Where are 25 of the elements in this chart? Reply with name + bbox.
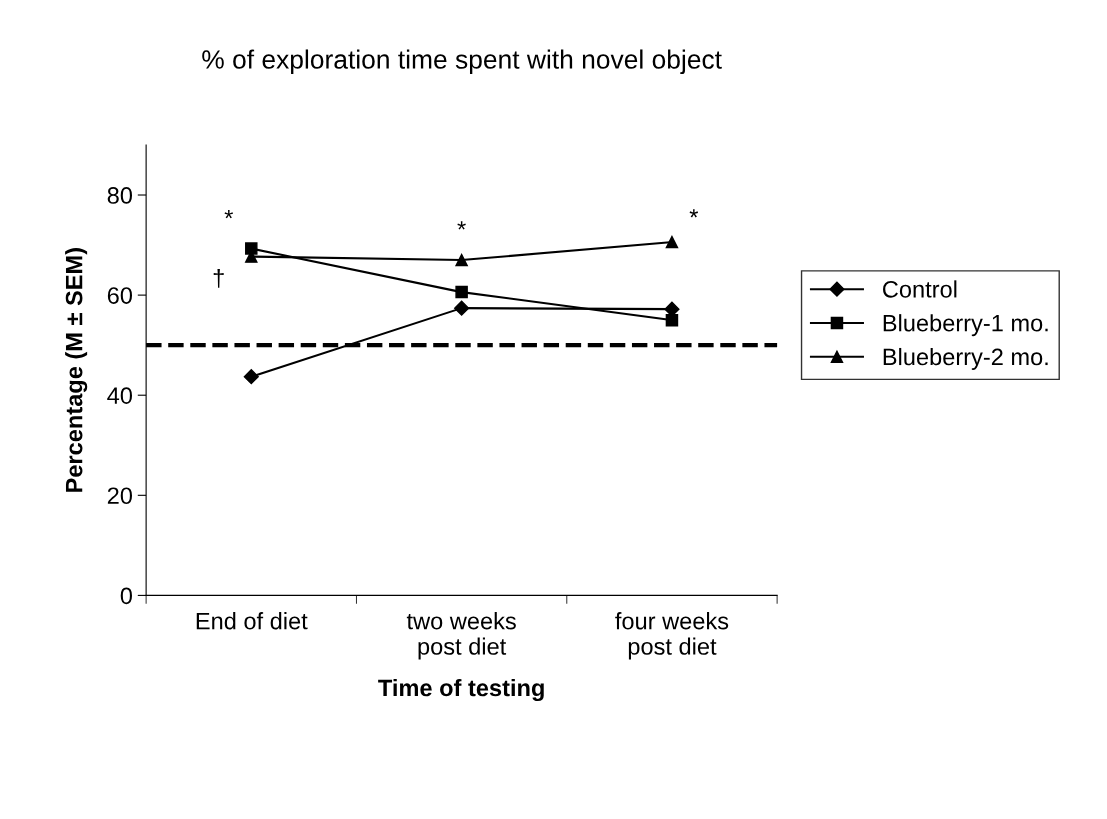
x-tick-label: two weeks post diet [406,612,516,660]
y-tick-label: 0 [120,587,133,605]
x-axis-title: Time of testing [378,678,544,702]
annotation: * [689,209,699,218]
point [455,253,468,267]
y-tick-label: 60 [107,287,133,304]
annotation: * [224,210,234,219]
y-tick-label: 80 [107,187,133,204]
y-tick-label: 20 [107,487,133,505]
legend-label: Blueberry-2 mo. [883,347,1048,370]
y-axis-title: Percentage (M ± SEM) [65,248,88,492]
annotation: † [213,269,224,288]
point [455,285,468,299]
point [665,313,679,327]
legend-label: Control [883,280,957,298]
point [454,300,470,316]
point [665,235,679,249]
point [245,242,258,255]
point [243,369,259,385]
legend-label: Blueberry-1 mo. [883,314,1048,337]
y-tick-label: 40 [107,387,133,404]
x-tick-label: four weeks post diet [615,612,729,660]
annotation: * [457,221,466,230]
chart-title: % of exploration time spent with novel object [202,49,722,75]
x-tick-label: End of diet [196,612,308,630]
